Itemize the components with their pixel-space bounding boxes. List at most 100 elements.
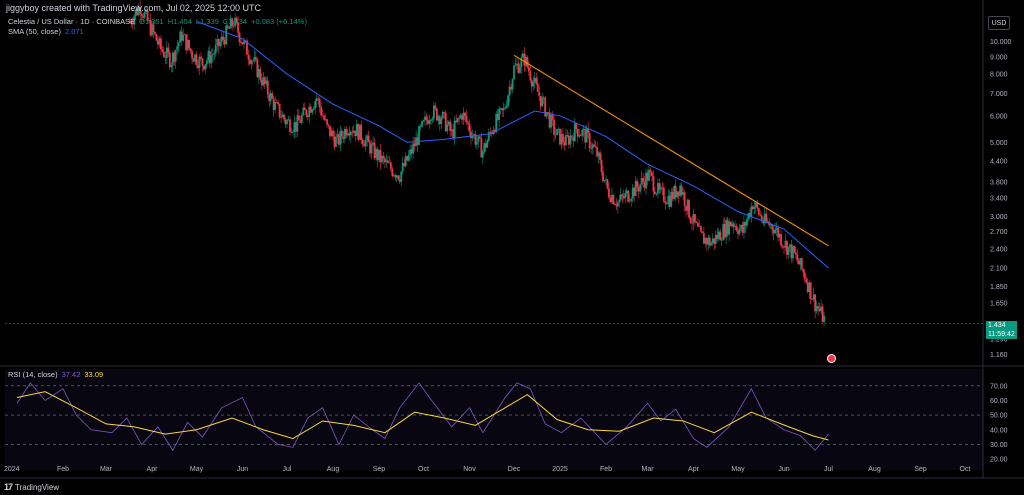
candle-body [517, 63, 520, 73]
candle-body [157, 40, 159, 45]
candle-body [401, 163, 404, 172]
candle-body [704, 238, 707, 244]
candle-body [480, 138, 483, 158]
candle-body [228, 28, 231, 30]
candle-body [477, 136, 480, 142]
candle-body [680, 185, 683, 195]
candle-body [533, 77, 536, 82]
candle-body [747, 213, 750, 220]
candle-body [246, 40, 248, 55]
candle-body [538, 91, 541, 97]
candle-body [783, 246, 785, 248]
candle-body [309, 106, 312, 113]
candle-body [526, 56, 529, 67]
candle-body [658, 183, 661, 190]
candle-body [158, 38, 161, 45]
candle-body [615, 204, 618, 207]
candle-body [130, 21, 133, 24]
candle-body [355, 124, 358, 137]
candle-body [471, 135, 474, 139]
candle-body [315, 98, 318, 102]
candle-body [593, 144, 596, 147]
candle-body [695, 221, 698, 223]
candle-body [431, 118, 434, 120]
rsi-axis-label: 60.00 [990, 398, 1008, 405]
candle-body [691, 222, 693, 224]
candle-body [711, 238, 714, 244]
candle-body [519, 67, 521, 73]
candle-body [624, 193, 627, 199]
candle-body [590, 147, 593, 149]
candle-body [290, 131, 293, 133]
candle-body [364, 140, 367, 147]
currency-button[interactable]: USD [988, 16, 1010, 30]
candle-body [797, 260, 800, 265]
candle-body [734, 225, 736, 227]
candle-body [784, 240, 787, 248]
rsi-legend[interactable]: RSI (14, close) 37.42 33.09 [8, 370, 107, 379]
candle-body [235, 17, 238, 23]
candle-body [324, 119, 327, 121]
symbol-legend[interactable]: Celestia / US Dollar · 1D · COINBASE O1.3… [8, 17, 311, 26]
candle-body [191, 51, 193, 59]
candle-body [274, 102, 277, 110]
candle-body [702, 233, 705, 244]
candle-body [165, 47, 168, 58]
price-axis-label: 1.290 [990, 336, 1008, 343]
candle-body [648, 169, 650, 181]
symbol-name[interactable]: Celestia / US Dollar · 1D · COINBASE [8, 17, 136, 26]
candle-body [458, 117, 461, 119]
legend-low: L1.339 [195, 17, 219, 26]
candle-body [576, 129, 579, 137]
time-axis-label: Jul [824, 466, 833, 473]
candle-body [203, 66, 205, 70]
time-axis-label: Oct [960, 466, 971, 473]
candle-body [732, 223, 735, 227]
price-axis-label: 8.000 [990, 72, 1008, 79]
price-axis-label: 3.800 [990, 180, 1008, 187]
candle-body [790, 244, 793, 259]
candle-body [293, 122, 296, 132]
candle-body [283, 114, 285, 120]
candle-body [789, 244, 791, 247]
candle-body [731, 223, 733, 227]
candle-body [388, 162, 391, 164]
candle-body [397, 175, 400, 180]
candle-body [729, 221, 732, 227]
price-axis-label: 6.000 [990, 113, 1008, 120]
sma-legend[interactable]: SMA (50, close) 2.071 [8, 27, 88, 36]
candle-body [139, 7, 142, 14]
candle-body [464, 112, 466, 116]
alert-icon[interactable] [827, 354, 836, 363]
legend-high: H1.454 [167, 17, 192, 26]
candle-body [260, 79, 263, 86]
candle-body [455, 120, 458, 123]
candle-body [780, 234, 782, 246]
candle-body [289, 119, 291, 132]
candle-body [502, 107, 505, 111]
candle-body [766, 221, 769, 223]
candle-body [716, 234, 719, 239]
candle-body [792, 246, 794, 259]
time-axis-label: Apr [147, 466, 159, 473]
candle-body [671, 191, 674, 199]
sma-line [196, 20, 829, 269]
candle-body [820, 306, 822, 312]
candle-body [275, 102, 278, 103]
candle-body [562, 134, 564, 143]
candle-body [394, 175, 397, 178]
candle-body [673, 185, 676, 199]
candle-body [268, 94, 271, 102]
candle-body [450, 129, 453, 132]
time-axis-label: Sep [373, 466, 386, 473]
candle-body [373, 142, 376, 159]
candle-body [435, 108, 438, 121]
candle-body [637, 187, 640, 192]
candle-body [220, 36, 223, 43]
candle-body [726, 219, 729, 235]
candle-body [335, 136, 337, 147]
candle-body [575, 123, 578, 130]
rsi-axis-label: 40.00 [990, 427, 1008, 434]
candle-body [133, 16, 136, 25]
